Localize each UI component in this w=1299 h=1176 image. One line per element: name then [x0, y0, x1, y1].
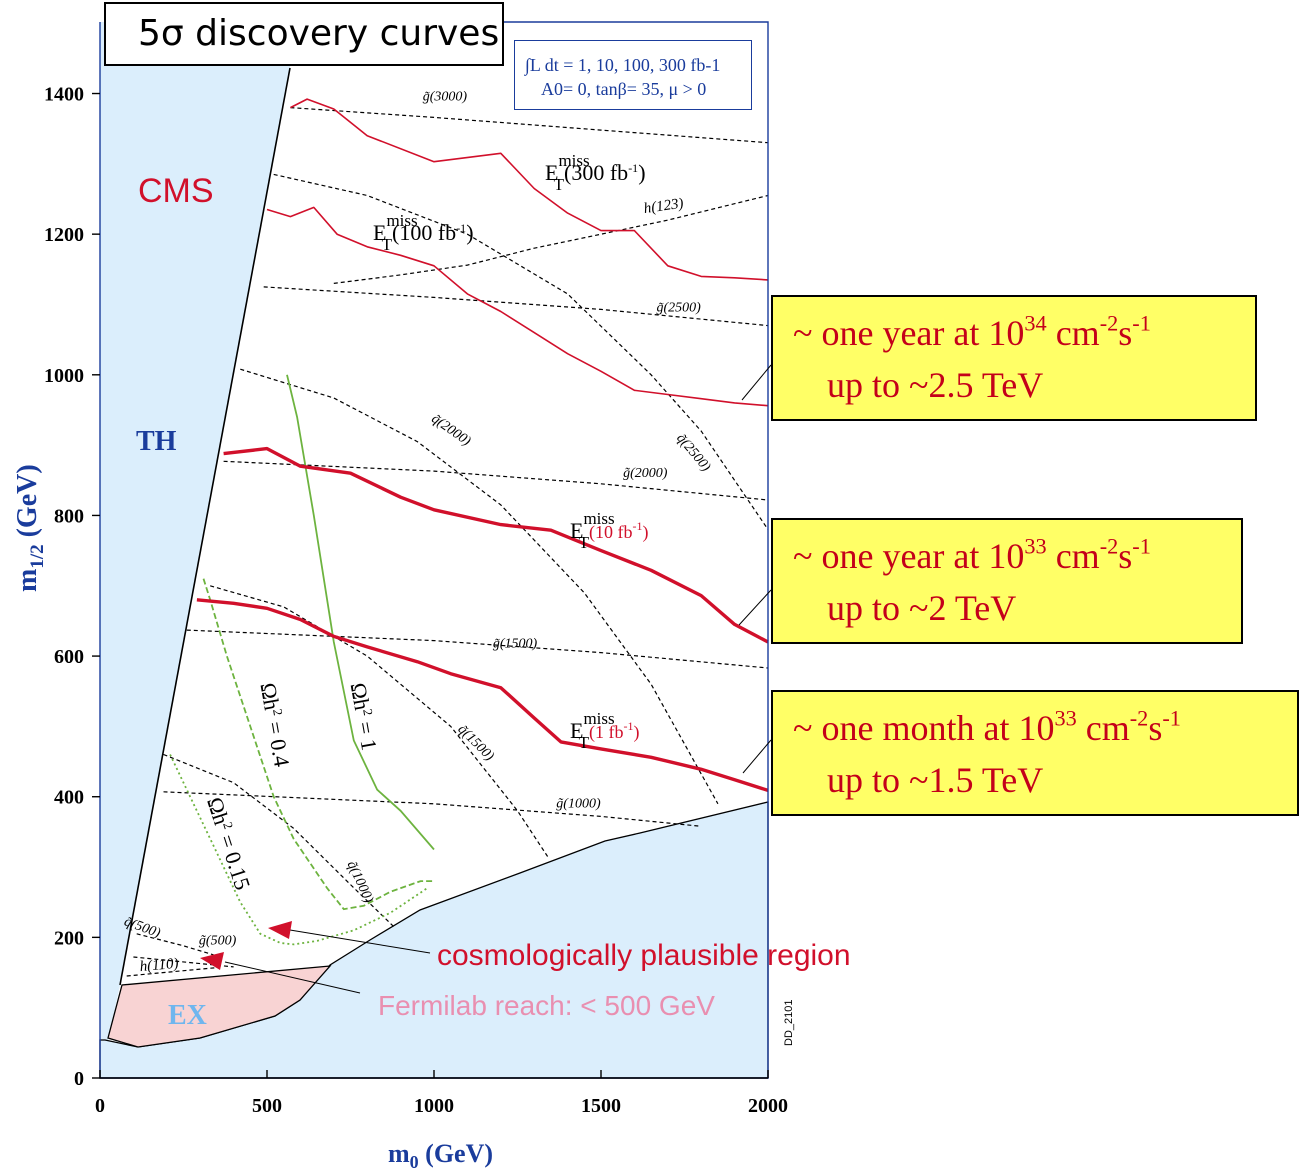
fermilab-annotation: Fermilab reach: < 500 GeV [378, 990, 715, 1021]
cosmo-pointer-line [289, 929, 431, 954]
note-3-line-1: ~ one month at 1033 cm-2s-1 [793, 705, 1181, 748]
note-1-line-2: up to ~2.5 TeV [827, 365, 1044, 405]
gluino-contour-label: g̃(500) [199, 933, 237, 948]
squark-contour-label: q̃(2500) [673, 431, 713, 475]
squark-contour [210, 585, 549, 857]
discovery-curve-label: Emiss T(300 fb-1) [545, 151, 646, 194]
discovery-curves [196, 98, 769, 793]
discovery-curve-label: Emiss T(1 fb-1) [570, 709, 640, 752]
mass-contours [126, 107, 769, 977]
th-region [100, 22, 290, 1078]
gluino-contour-label: g̃(3000) [423, 90, 468, 105]
relic-density-contours [169, 374, 435, 946]
figure-code-label: DD_2101 [783, 1000, 795, 1046]
discovery-curve [196, 598, 769, 793]
note-pointer-line [741, 364, 772, 401]
discovery-curve [223, 446, 769, 644]
gluino-contour [263, 286, 769, 327]
y-tick-label: 800 [54, 505, 84, 527]
discovery-curve-label: Emiss T(10 fb-1) [570, 509, 649, 552]
discovery-curve [290, 98, 769, 281]
x-tick-label: 1500 [581, 1095, 621, 1117]
relic-density-curve [202, 578, 434, 911]
gluino-contour [290, 107, 769, 144]
y-tick-label: 1200 [44, 224, 84, 246]
relic-density-curve [169, 754, 428, 946]
squark-contour [240, 368, 719, 805]
higgs-contour-label: h(123) [643, 196, 685, 217]
higgs-contour-label: h(110) [139, 956, 179, 975]
gluino-contour [133, 956, 234, 968]
relic-density-label: Ωh2 = 1 [346, 681, 382, 753]
note-box-3: ~ one month at 1033 cm-2s-1 up to ~1.5 T… [771, 690, 1299, 816]
gluino-contour-label: g̃(2500) [657, 301, 702, 316]
note-1-line-1: ~ one year at 1034 cm-2s-1 [793, 310, 1151, 353]
x-tick-label: 1000 [414, 1095, 454, 1117]
y-axis-label: m1/2 (GeV) [12, 464, 48, 592]
gluino-contour-label: g̃(1500) [493, 637, 538, 652]
y-tick-label: 1400 [44, 84, 84, 106]
squark-contour [136, 933, 214, 956]
y-tick-label: 1000 [44, 365, 84, 387]
discovery-curve-label: Emiss T(100 fb-1) [373, 211, 474, 254]
x-tick-label: 500 [252, 1095, 282, 1117]
ex-region-pink [107, 965, 332, 1048]
y-tick-label: 400 [54, 787, 84, 809]
note-box-2: ~ one year at 1033 cm-2s-1 up to ~2 TeV [771, 518, 1243, 644]
note-2-line-1: ~ one year at 1033 cm-2s-1 [793, 533, 1151, 576]
y-tick-label: 200 [54, 927, 84, 949]
parameter-line-1: ∫L dt = 1, 10, 100, 300 fb-1 [525, 55, 721, 75]
gluino-contour [223, 460, 769, 501]
parameter-line-2: A0= 0, tanβ= 35, μ > 0 [541, 79, 707, 99]
relic-density-label: Ωh2 = 0.4 [255, 681, 294, 769]
fermilab-arrow [200, 952, 224, 970]
note-pointer-line [738, 589, 772, 626]
note-2-line-2: up to ~2 TeV [827, 588, 1017, 628]
x-tick-label: 2000 [748, 1095, 788, 1117]
relic-density-curve [286, 374, 435, 851]
chart-title: 5σ discovery curves [104, 2, 504, 66]
note-3-line-2: up to ~1.5 TeV [827, 760, 1044, 800]
excluded-regions [99, 22, 769, 1079]
y-tick-label: 600 [54, 646, 84, 668]
gluino-contour-label: g̃(2000) [623, 466, 668, 481]
th-region-lower [100, 985, 120, 1040]
gluino-contour [163, 791, 702, 827]
axes: 0 500 1000 1500 2000 0 200 400 600 800 1000 1200 140… [44, 21, 788, 1117]
cosmo-arrow [268, 921, 292, 939]
gluino-contour-label: g̃(1000) [556, 796, 601, 811]
note-box-1: ~ one year at 1034 cm-2s-1 up to ~2.5 Te… [771, 295, 1257, 421]
fermilab-pointer-line [224, 961, 361, 994]
ex-label: EX [168, 1000, 207, 1031]
gluino-contour [186, 629, 769, 669]
squark-contour [273, 173, 769, 530]
relic-density-label: Ωh2 = 0.15 [202, 794, 255, 893]
cosmo-annotation: cosmologically plausible region [437, 939, 851, 972]
higgs-contour [333, 194, 769, 284]
x-tick-label: 0 [95, 1095, 105, 1117]
th-boundary-line [119, 67, 291, 986]
discovery-curve [266, 206, 769, 407]
x-axis-label: m0 (GeV) [388, 1139, 493, 1172]
cms-label: CMS [138, 172, 214, 210]
higgs-contour [126, 967, 217, 977]
note-pointer-line [742, 739, 772, 774]
parameter-box: ∫L dt = 1, 10, 100, 300 fb-1 A0= 0, tanβ… [514, 40, 752, 110]
squark-contour [163, 753, 395, 928]
y-tick-label: 0 [74, 1068, 84, 1090]
th-label: TH [136, 426, 177, 457]
squark-contour-label: q̃(2000) [428, 411, 473, 449]
